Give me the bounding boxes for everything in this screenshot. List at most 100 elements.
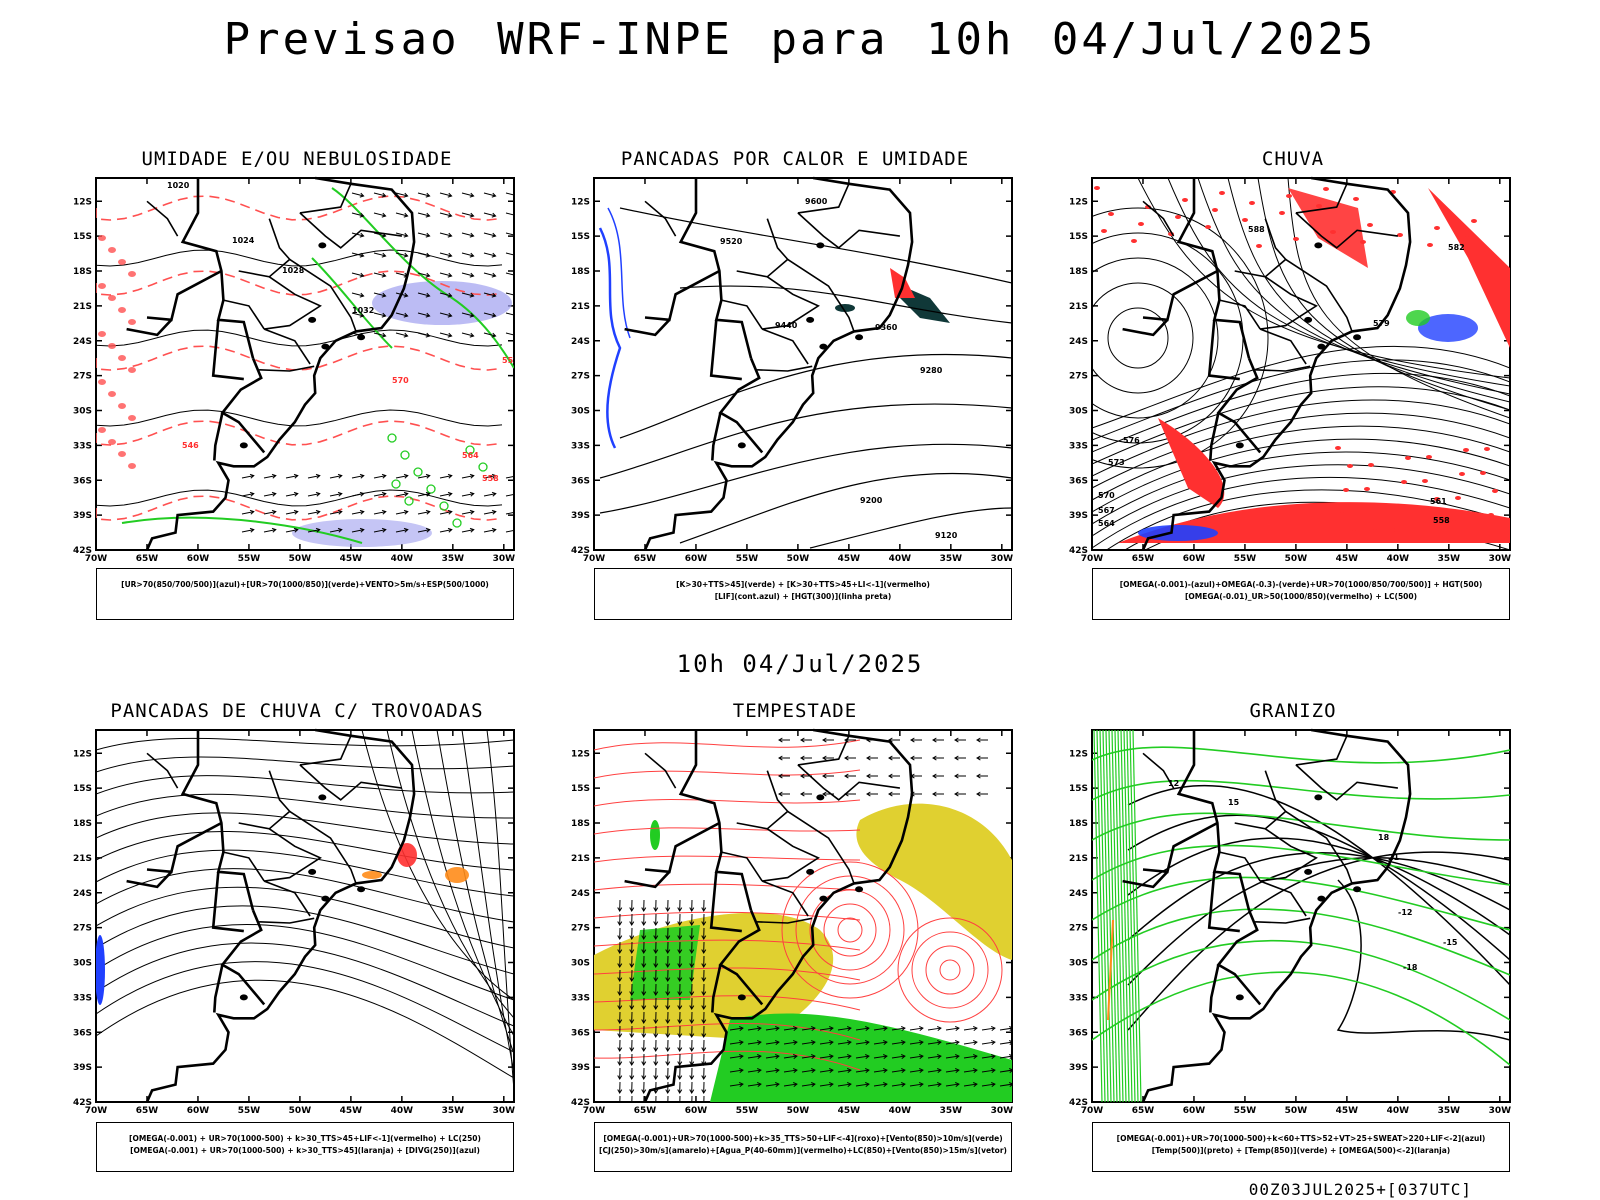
lat-tick-label: 21S [73,854,92,864]
lat-tick-label: 18S [1069,267,1088,277]
lon-tick-label: 65W [634,554,657,564]
lon-tick-label: 50W [787,1106,810,1116]
lat-tick-label: 33S [1069,993,1088,1003]
lon-tick-label: 50W [1285,554,1308,564]
lat-tick-label: 33S [1069,441,1088,451]
lon-tick-label: 40W [889,554,912,564]
lat-tick-label: 30S [1069,959,1088,969]
lat-tick-label: 36S [1069,1028,1088,1038]
lon-tick-label: 55W [1234,554,1257,564]
coastline-borders [1122,728,1412,1103]
lat-tick-label: 27S [571,924,590,934]
contour-label: 588 [1248,225,1265,234]
lat-tick-label: 21S [571,854,590,864]
panel-title: PANCADAS DE CHUVA C/ TROVOADAS [110,700,484,722]
lat-tick-label: 42S [73,546,92,556]
contour-label: -12 [1398,908,1412,917]
main-title: Previsao WRF-INPE para 10h 04/Jul/2025 [223,14,1377,65]
legend-line: [UR>70(850/700/500)](azul)+[UR>70(1000/8… [121,580,489,589]
contour-label: 1024 [232,236,255,245]
legend-line: [OMEGA(-0.001)+UR>70(1000-500)+k>35_TTS>… [603,1134,1003,1143]
map-layers [594,737,1012,1102]
panel-granizo: GRANIZO 12S 15S 18S 21S 24S 27S 30S 33S 36S 39S 42… [1058,700,1528,1172]
panel-legend: [OMEGA(-0.001)+UR>70(1000-500)+k<60+TTS>… [1092,1122,1510,1172]
lon-tick-label: 65W [136,1106,159,1116]
lon-tick-label: 60W [685,554,708,564]
lon-tick-label: 40W [889,1106,912,1116]
lon-tick-label: 35W [1438,1106,1461,1116]
lat-tick-label: 12S [571,197,590,207]
lon-tick-label: 60W [685,1106,708,1116]
lat-tick-label: 24S [571,889,590,899]
panel-title: TEMPESTADE [732,700,858,722]
contour-label: 12 [1168,779,1179,788]
lat-tick-label: 15S [73,784,92,794]
panel-pancadas-calor: PANCADAS POR CALOR E UMIDADE 12S 15S 18S 21… [560,148,1030,620]
lat-tick-label: 30S [571,407,590,417]
lat-tick-label: 36S [571,1028,590,1038]
contour-label: 561 [1430,497,1447,506]
lat-tick-label: 42S [1069,546,1088,556]
lat-tick-label: 27S [1069,372,1088,382]
legend-line: [OMEGA(-0.001) + UR>70(1000-500) + k>30_… [130,1146,480,1155]
lat-tick-label: 33S [73,993,92,1003]
coastline-borders [1122,176,1412,551]
lat-tick-label: 18S [73,267,92,277]
lon-tick-label: 40W [391,554,414,564]
lon-tick-label: 50W [289,554,312,564]
lat-tick-label: 30S [1069,407,1088,417]
contour-label: 564 [462,451,479,460]
panel-title: CHUVA [1261,148,1325,170]
panel-umidade: UMIDADE E/OU NEBULOSIDADE 12S 15S 18S 21S 24… [62,148,532,620]
lat-tick-label: 18S [1069,819,1088,829]
contour-label: 570 [392,376,409,385]
lon-tick-label: 35W [442,1106,465,1116]
lat-tick-label: 12S [571,749,590,759]
lon-tick-label: 50W [787,554,810,564]
coastline-borders [624,728,914,1103]
lat-tick-label: 39S [73,1063,92,1073]
contour-label: 552 [502,356,519,365]
lon-tick-label: 65W [1132,1106,1155,1116]
coastline-borders [624,176,914,551]
lon-tick-label: 55W [238,1106,261,1116]
contour-label: 558 [482,474,499,483]
map-layers: 12 15 18 21 -12 -15 -18 [1092,730,1510,1102]
lat-tick-label: 12S [73,749,92,759]
legend-line: [LIF](cont.azul) + [HGT(300)](linha pret… [714,592,892,601]
lon-tick-label: 55W [1234,1106,1257,1116]
lat-tick-label: 15S [73,232,92,242]
lon-tick-label: 45W [838,1106,861,1116]
lat-tick-label: 27S [73,372,92,382]
contour-label: 576 [1123,436,1140,445]
subtitle-date: 10h 04/Jul/2025 [676,650,924,678]
panel-pancadas-trovoadas: PANCADAS DE CHUVA C/ TROVOADAS 12S 15S 18S… [62,700,532,1172]
lon-tick-label: 40W [391,1106,414,1116]
lon-tick-label: 40W [1387,554,1410,564]
legend-line: [CJ(250)>30m/s](amarelo)+[Agua_P(40-60mm… [599,1146,1007,1155]
lon-tick-label: 30W [991,1106,1014,1116]
lat-tick-label: 24S [73,889,92,899]
contour-label: 9120 [935,531,958,540]
lon-tick-label: 60W [1183,1106,1206,1116]
lat-tick-label: 21S [73,302,92,312]
lon-tick-label: 70W [583,1106,606,1116]
lat-tick-label: 21S [571,302,590,312]
lat-tick-label: 18S [571,267,590,277]
lat-tick-label: 12S [1069,749,1088,759]
lat-tick-label: 12S [73,197,92,207]
contour-label: 546 [182,441,199,450]
contour-label: 1032 [352,306,374,315]
lat-tick-label: 33S [571,441,590,451]
lon-tick-label: 35W [940,554,963,564]
legend-line: [Temp(500)](preto) + [Temp(850)](verde) … [1151,1146,1451,1155]
contour-label: 18 [1378,833,1390,842]
coastline-borders [126,176,416,551]
lon-tick-label: 45W [340,1106,363,1116]
lon-tick-label: 70W [583,554,606,564]
lat-tick-label: 24S [1069,889,1088,899]
